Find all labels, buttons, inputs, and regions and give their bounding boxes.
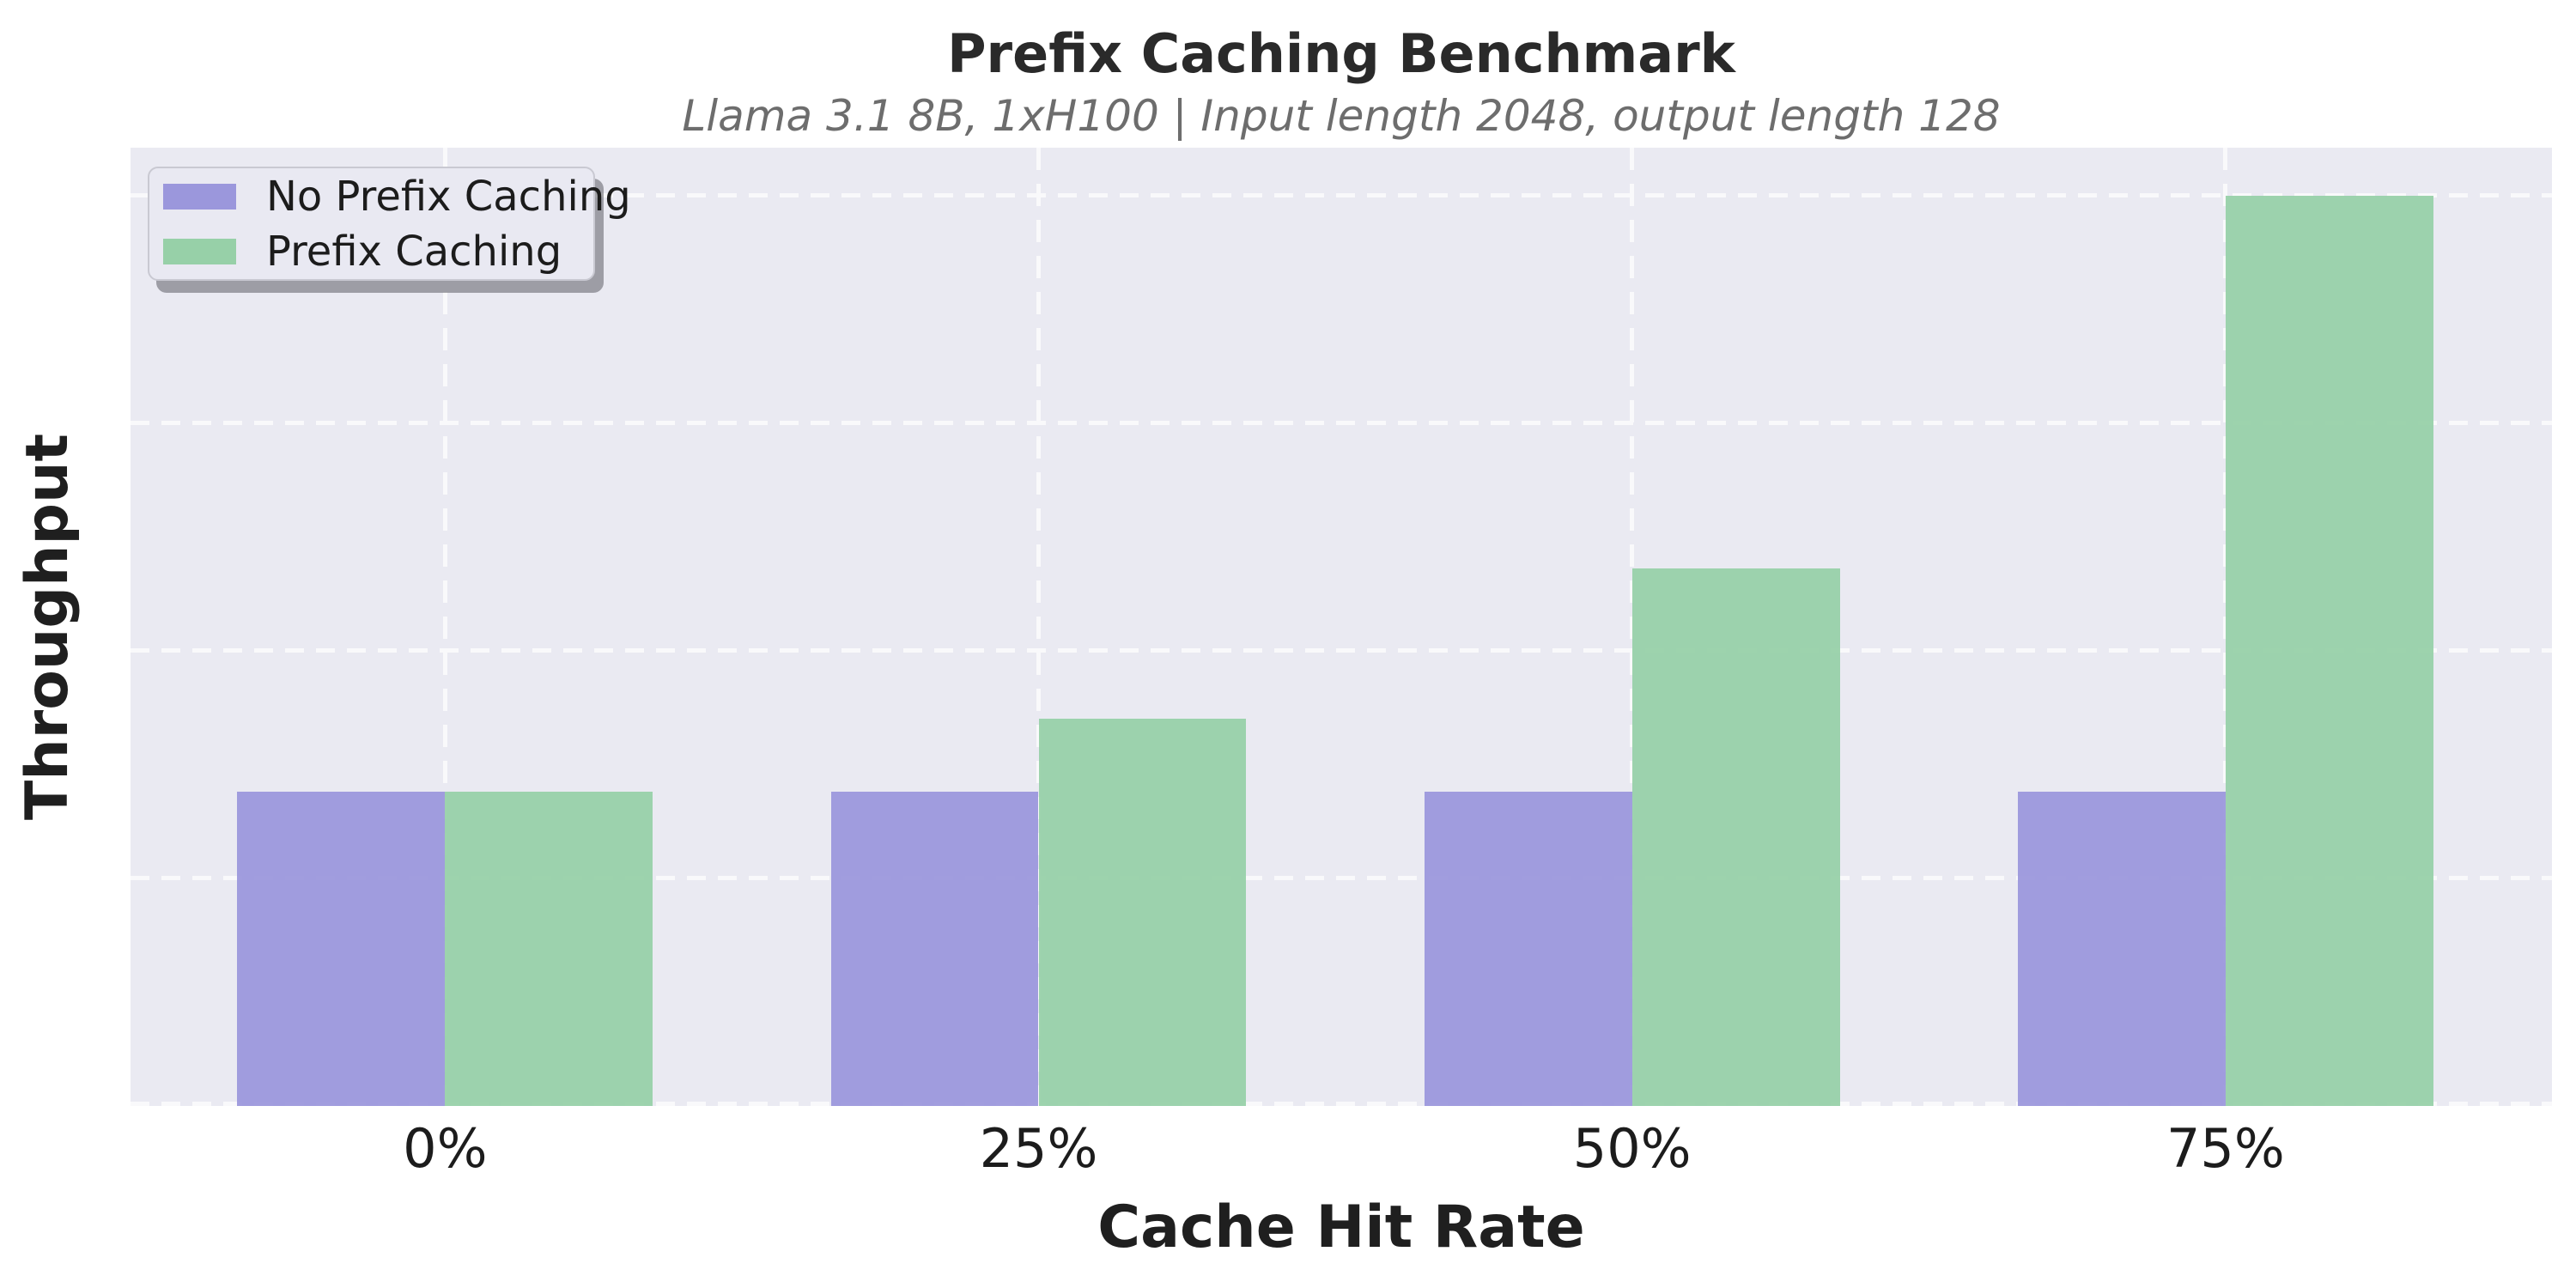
bar-no-prefix-caching-75%: [2017, 792, 2226, 1106]
x-axis-label: Cache Hit Rate: [1097, 1194, 1585, 1261]
bar-no-prefix-caching-25%: [830, 792, 1039, 1106]
legend: No Prefix Caching Prefix Caching: [148, 167, 631, 281]
x-tick-label-25%: 25%: [979, 1117, 1098, 1180]
horizontal-gridline: [131, 421, 2552, 426]
horizontal-gridline: [131, 193, 2552, 198]
legend-label: No Prefix Caching: [266, 172, 631, 221]
chart-title: Prefix Caching Benchmark: [947, 22, 1735, 85]
bar-prefix-caching-50%: [1631, 568, 1840, 1106]
legend-entry: Prefix Caching: [163, 231, 593, 272]
y-axis-label: Throughput: [13, 433, 82, 821]
horizontal-gridline: [131, 1102, 2552, 1106]
horizontal-gridline: [131, 648, 2552, 653]
legend-swatch-prefix-caching: [163, 238, 236, 264]
bar-prefix-caching-25%: [1038, 719, 1247, 1106]
horizontal-gridline: [131, 876, 2552, 881]
bar-prefix-caching-0%: [445, 792, 653, 1106]
x-tick-label-0%: 0%: [403, 1117, 488, 1180]
bar-no-prefix-caching-50%: [1424, 792, 1632, 1106]
y-axis-label-container: Throughput: [0, 148, 94, 1106]
x-tick-label-50%: 50%: [1572, 1117, 1692, 1180]
chart-subtitle: Llama 3.1 8B, 1xH100 | Input length 2048…: [682, 91, 2001, 141]
bar-prefix-caching-75%: [2225, 195, 2433, 1106]
legend-entry: No Prefix Caching: [163, 176, 631, 217]
x-tick-label-75%: 75%: [2166, 1117, 2285, 1180]
legend-label: Prefix Caching: [266, 227, 562, 276]
vertical-gridline: [1036, 148, 1041, 1106]
legend-swatch-no-prefix-caching: [163, 183, 236, 210]
bar-no-prefix-caching-0%: [237, 792, 446, 1106]
plot-area: [131, 148, 2552, 1106]
vertical-gridline: [442, 148, 447, 1106]
